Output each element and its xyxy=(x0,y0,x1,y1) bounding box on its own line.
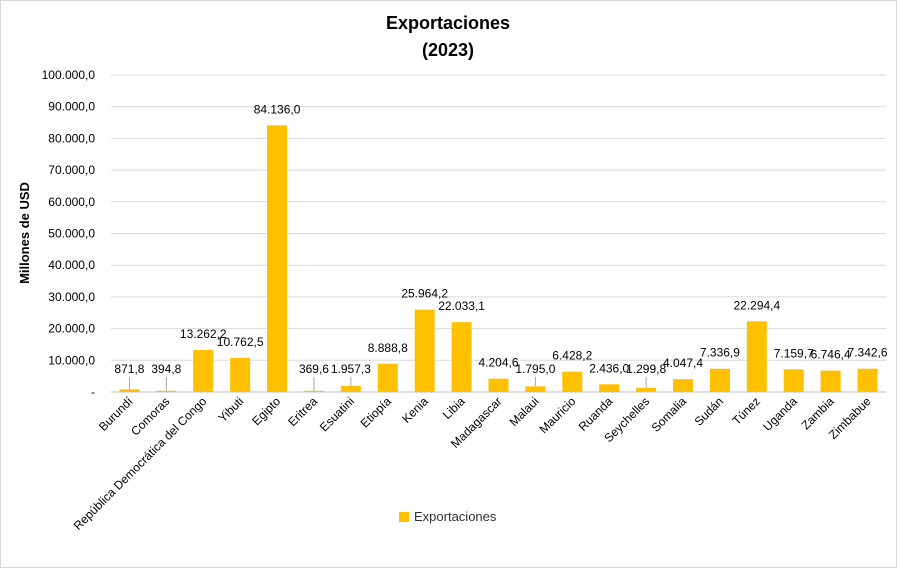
legend-label: Exportaciones xyxy=(414,509,497,524)
data-label: 8.888,8 xyxy=(368,341,408,355)
data-label: 13.262,2 xyxy=(180,327,227,341)
bar xyxy=(451,322,472,392)
y-tick-label: 60.000,0 xyxy=(48,195,95,209)
data-label: 4.047,4 xyxy=(663,356,703,370)
bar xyxy=(267,125,288,392)
bar xyxy=(562,371,583,392)
bar xyxy=(525,386,546,392)
bar xyxy=(783,369,804,392)
data-label: 6.746,4 xyxy=(811,348,851,362)
y-axis-ticks: - 10.000,0 20.000,0 30.000,0 40.000,0 50.000,… xyxy=(42,68,96,399)
y-tick-label: 20.000,0 xyxy=(48,322,95,336)
data-label: 871,8 xyxy=(114,362,144,376)
data-label: 6.428,2 xyxy=(552,349,592,363)
y-tick-label: 100.000,0 xyxy=(42,68,96,82)
x-tick-label: Malaui xyxy=(507,394,542,429)
data-label: 22.294,4 xyxy=(733,298,780,312)
bar xyxy=(119,389,140,392)
y-tick-label: 90.000,0 xyxy=(48,100,95,114)
data-label: 84.136,0 xyxy=(254,102,301,116)
data-label: 7.336,9 xyxy=(700,346,740,360)
bar xyxy=(636,387,657,392)
y-tick-label: 70.000,0 xyxy=(48,163,95,177)
data-label: 1.299,8 xyxy=(626,362,666,376)
bar xyxy=(709,368,730,392)
y-tick-label: - xyxy=(91,385,95,399)
x-tick-label: Somalia xyxy=(649,394,690,435)
x-tick-label: Mauricio xyxy=(536,394,578,436)
bar xyxy=(193,349,214,392)
y-tick-label: 10.000,0 xyxy=(48,353,95,367)
y-tick-label: 50.000,0 xyxy=(48,227,95,241)
data-label: 394,8 xyxy=(151,362,181,376)
y-tick-label: 80.000,0 xyxy=(48,131,95,145)
legend-swatch xyxy=(399,512,409,522)
x-tick-label: Sudán xyxy=(692,394,726,428)
bar xyxy=(673,379,694,392)
data-label: 10.762,5 xyxy=(217,335,264,349)
bar xyxy=(857,368,878,392)
x-tick-label: Esuatini xyxy=(317,394,357,434)
y-tick-label: 30.000,0 xyxy=(48,290,95,304)
x-tick-label: Libia xyxy=(440,394,468,422)
x-tick-label: República Democrática del Congo xyxy=(71,394,210,533)
x-tick-label: Etiopía xyxy=(358,394,395,431)
bar xyxy=(820,370,841,392)
data-label: 1.957,3 xyxy=(331,362,371,376)
bar xyxy=(488,378,509,392)
x-tick-label: Kenia xyxy=(399,394,431,426)
bar xyxy=(599,384,620,392)
chart-subtitle: (2023) xyxy=(422,40,474,60)
x-tick-label: Yibuti xyxy=(215,394,246,425)
data-label: 4.204,6 xyxy=(478,356,518,370)
data-label: 22.033,1 xyxy=(438,299,485,313)
x-tick-label: Eritrea xyxy=(285,394,320,429)
bar xyxy=(340,385,361,392)
bar xyxy=(303,390,324,392)
data-label: 7.342,6 xyxy=(848,346,888,360)
y-tick-label: 40.000,0 xyxy=(48,258,95,272)
x-tick-label: Egipto xyxy=(249,394,283,428)
x-tick-label: Uganda xyxy=(760,394,800,434)
data-label: 2.436,0 xyxy=(589,361,629,375)
bar xyxy=(746,321,767,392)
bar xyxy=(230,357,251,392)
data-label: 1.795,0 xyxy=(515,362,555,376)
bar xyxy=(156,390,177,392)
bar xyxy=(414,309,435,392)
data-label: 25.964,2 xyxy=(401,287,448,301)
data-label: 7.159,7 xyxy=(774,346,814,360)
y-axis-title: Millones de USD xyxy=(17,182,32,284)
legend: Exportaciones xyxy=(399,509,497,524)
x-tick-label: Túnez xyxy=(729,394,762,427)
bar xyxy=(377,363,398,392)
data-label: 369,6 xyxy=(299,362,329,376)
chart-title: Exportaciones xyxy=(386,13,510,33)
